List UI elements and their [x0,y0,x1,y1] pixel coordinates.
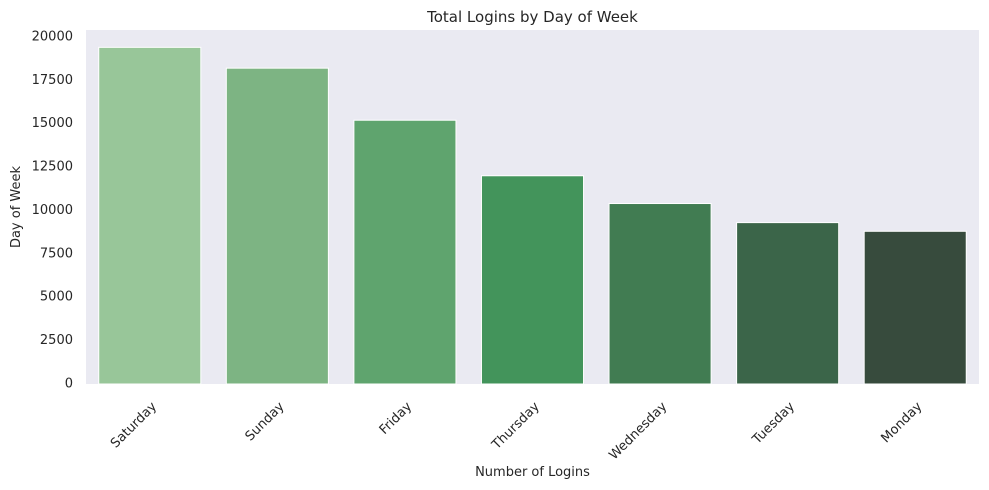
x-tick-label-thursday: Thursday [489,399,543,453]
bar-monday [863,230,967,385]
x-axis-label: Number of Logins [475,465,590,480]
y-axis-label: Day of Week [9,165,24,248]
bar-wednesday [608,203,712,385]
x-tick-label-saturday: Saturday [108,399,160,451]
x-axis-ticks: Saturday Sunday Friday Thursday Wednesday Tue… [108,399,926,463]
y-tick-label: 10000 [32,203,73,218]
y-tick-label: 7500 [40,246,73,261]
x-tick-label-friday: Friday [377,399,416,438]
bar-friday [353,119,457,385]
y-tick-label: 12500 [32,160,73,175]
bars-group [98,46,967,385]
bar-tuesday [736,222,840,385]
y-tick-label: 15000 [32,116,73,131]
bar-thursday [480,175,585,385]
y-tick-label: 5000 [40,290,73,305]
x-tick-label-tuesday: Tuesday [749,399,798,448]
chart-title: Total Logins by Day of Week [426,8,638,26]
y-tick-label: 17500 [32,73,73,88]
y-tick-label: 20000 [32,29,73,44]
bar-saturday [98,46,202,385]
x-tick-label-sunday: Sunday [243,399,288,444]
x-tick-label-wednesday: Wednesday [606,399,670,463]
x-tick-label-monday: Monday [879,399,926,446]
y-tick-label: 0 [65,377,73,392]
y-axis-ticks: 0 2500 5000 7500 10000 12500 15000 17500 20000 [32,29,73,391]
y-tick-label: 2500 [40,333,73,348]
bar-sunday [225,67,329,385]
